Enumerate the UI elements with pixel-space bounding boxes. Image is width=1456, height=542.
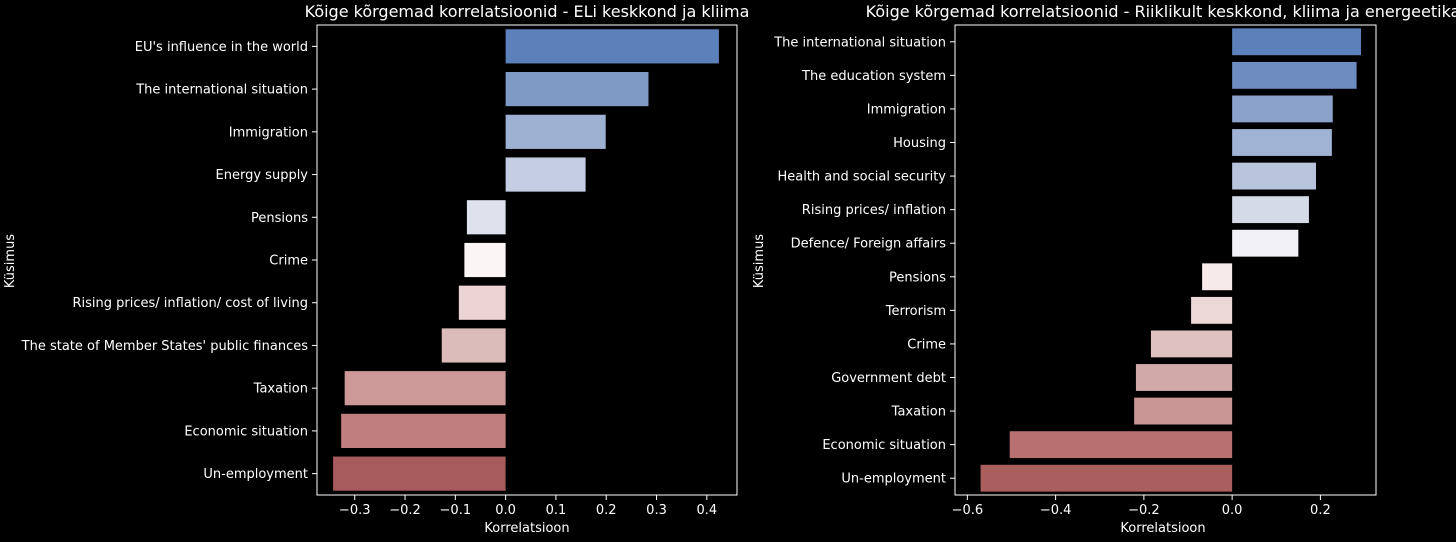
category-label: The state of Member States' public finan… xyxy=(21,339,309,354)
bar-2 xyxy=(505,114,606,149)
category-label: Immigration xyxy=(229,125,308,140)
category-label: The international situation xyxy=(773,35,946,50)
chart-national-environment: Kõige kõrgemad korrelatsioonid - Riiklik… xyxy=(752,2,1456,536)
category-label: Un-employment xyxy=(203,467,308,482)
bar-6 xyxy=(458,285,506,320)
bar-9 xyxy=(1150,330,1233,358)
bar-13 xyxy=(980,464,1233,492)
category-label: The education system xyxy=(801,69,946,84)
y-axis-label: Küsimus xyxy=(3,234,18,288)
category-label: Immigration xyxy=(867,102,946,117)
category-labels-group: The international situation The educatio… xyxy=(773,35,955,487)
category-labels-group: EU's influence in the world The internati… xyxy=(21,40,317,482)
category-label: Economic situation xyxy=(822,438,946,453)
bar-3 xyxy=(505,157,586,192)
x-tick-label: 0.3 xyxy=(646,503,667,518)
x-tick-label: 0.2 xyxy=(1310,503,1331,518)
x-tick-label: 0.1 xyxy=(546,503,567,518)
category-label: Rising prices/ inflation xyxy=(802,203,946,218)
x-tick-label: −0.1 xyxy=(440,503,472,518)
category-label: Rising prices/ inflation/ cost of living xyxy=(73,296,309,311)
x-tick-label: 0.0 xyxy=(1222,503,1243,518)
category-label: Taxation xyxy=(891,405,946,420)
bar-4 xyxy=(1232,162,1316,190)
bar-8 xyxy=(1191,296,1233,324)
bar-11 xyxy=(1134,397,1233,425)
bars-group xyxy=(333,29,719,491)
bar-0 xyxy=(505,29,719,64)
x-tick-label: −0.2 xyxy=(1128,503,1160,518)
category-label: Crime xyxy=(907,337,946,352)
bar-7 xyxy=(1202,263,1233,291)
category-label: Pensions xyxy=(251,211,308,226)
bar-5 xyxy=(464,242,506,278)
bar-9 xyxy=(341,413,506,448)
x-ticks-group: −0.3 −0.2 −0.1 0.0 0.1 0.2 0.3 0.4 xyxy=(339,495,717,518)
x-tick-label: −0.4 xyxy=(1040,503,1072,518)
x-tick-label: −0.3 xyxy=(339,503,371,518)
bar-6 xyxy=(1232,229,1299,257)
category-label: Pensions xyxy=(889,270,946,285)
category-label: Housing xyxy=(893,136,946,151)
bar-12 xyxy=(1009,431,1233,459)
plot-frame xyxy=(316,24,738,496)
x-axis-label: Korrelatsioon xyxy=(1120,521,1205,536)
category-label: The international situation xyxy=(135,83,308,98)
bar-7 xyxy=(441,328,506,363)
bar-10 xyxy=(1135,364,1233,391)
category-label: Defence/ Foreign affairs xyxy=(791,237,947,252)
chart-title: Kõige kõrgemad korrelatsioonid - ELi kes… xyxy=(305,2,750,21)
category-label: Crime xyxy=(269,254,308,269)
chart-eu-environment: Kõige kõrgemad korrelatsioonid - ELi kes… xyxy=(3,2,749,536)
bar-10 xyxy=(333,456,506,491)
bar-1 xyxy=(505,72,649,107)
bar-0 xyxy=(1232,28,1361,56)
x-tick-label: 0.0 xyxy=(495,503,516,518)
x-tick-label: 0.2 xyxy=(596,503,617,518)
x-tick-label: 0.4 xyxy=(696,503,717,518)
category-label: Un-employment xyxy=(841,472,946,487)
bar-4 xyxy=(466,200,506,235)
category-label: Government debt xyxy=(831,371,946,386)
x-ticks-group: −0.6 −0.4 −0.2 0.0 0.2 xyxy=(952,495,1331,518)
category-label: Energy supply xyxy=(216,168,309,183)
bar-8 xyxy=(344,371,506,406)
bar-2 xyxy=(1232,95,1333,123)
y-axis-label: Küsimus xyxy=(752,234,767,288)
category-label: Economic situation xyxy=(184,424,308,439)
x-tick-label: −0.6 xyxy=(952,503,984,518)
plot-frame xyxy=(954,24,1377,496)
bar-3 xyxy=(1232,129,1332,156)
bars-group xyxy=(980,28,1361,492)
category-label: Health and social security xyxy=(777,170,946,185)
category-label: Taxation xyxy=(253,382,308,397)
x-tick-label: −0.2 xyxy=(389,503,421,518)
category-label: Terrorism xyxy=(885,304,946,319)
x-axis-label: Korrelatsioon xyxy=(484,521,569,536)
chart-title: Kõige kõrgemad korrelatsioonid - Riiklik… xyxy=(866,2,1456,21)
category-label: EU's influence in the world xyxy=(135,40,308,55)
bar-5 xyxy=(1232,196,1309,224)
bar-1 xyxy=(1232,61,1357,89)
